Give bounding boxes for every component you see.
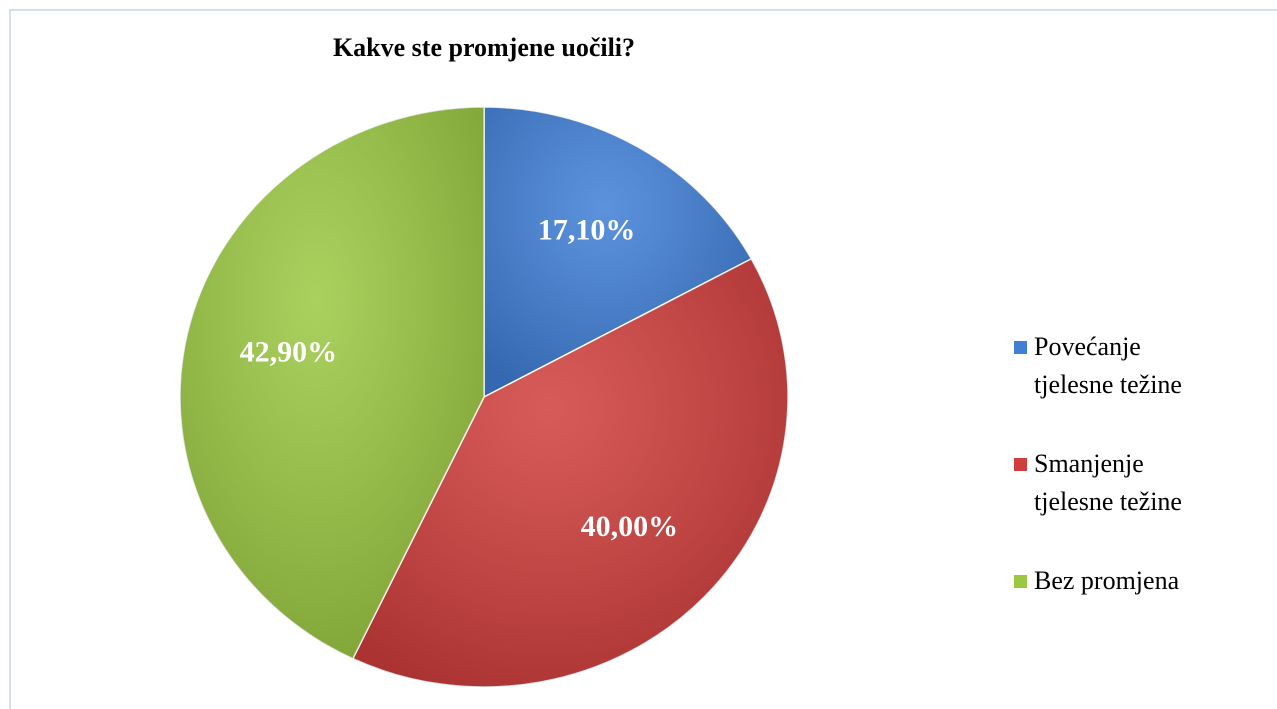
legend-swatch [1014,575,1027,588]
legend-label: Povećanje tjelesne težine [1034,332,1182,399]
chart-title: Kakve ste promjene uočili? [333,33,635,62]
legend-swatch [1014,341,1027,354]
data-label: 40,00% [581,510,679,543]
data-label: 42,90% [240,336,338,369]
legend: Povećanje tjelesne težine Smanjenje tjele… [1012,328,1272,641]
legend-label: Smanjenje tjelesne težine [1034,449,1182,516]
pie: 17,10% 40,00% 42,90% [179,106,789,688]
frame [9,9,1277,709]
legend-entry: Povećanje tjelesne težine [1012,328,1214,404]
legend-entry: Bez promjena [1012,562,1214,600]
legend-entry: Smanjenje tjelesne težine [1012,445,1214,521]
legend-swatch [1014,458,1027,471]
legend-label: Bez promjena [1034,566,1180,595]
data-label: 17,10% [538,213,636,246]
